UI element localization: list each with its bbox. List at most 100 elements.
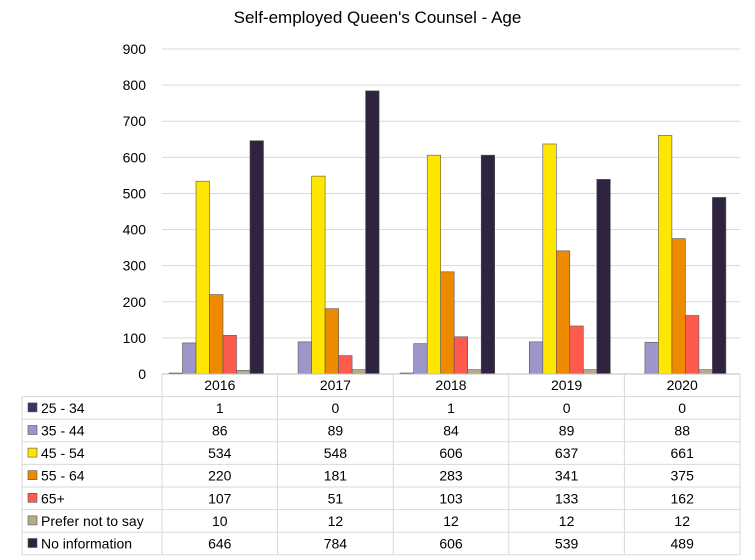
legend-label: 25 - 34 <box>41 400 85 416</box>
bar <box>413 343 428 375</box>
bars <box>168 90 727 375</box>
table-cell-value: 181 <box>324 468 348 484</box>
table-cell-value: 133 <box>555 490 579 506</box>
bar <box>324 308 339 375</box>
bar <box>426 154 442 375</box>
bar <box>596 179 611 375</box>
table-cell-value: 10 <box>212 513 228 529</box>
table-cell-value: 661 <box>671 445 695 461</box>
bar <box>467 369 482 375</box>
y-tick-label: 0 <box>138 366 146 382</box>
table-cell-value: 534 <box>208 445 232 461</box>
bar <box>195 180 210 375</box>
legend-key <box>27 515 38 526</box>
legend-key <box>27 447 38 458</box>
y-tick-label: 500 <box>123 185 147 201</box>
table-cell-value: 606 <box>439 445 463 461</box>
x-category-label: 2016 <box>204 377 235 393</box>
bar <box>182 342 197 375</box>
table-cell-value: 1 <box>216 400 224 416</box>
y-tick-label: 200 <box>123 294 147 310</box>
bar <box>209 294 224 375</box>
table-cell-value: 88 <box>674 423 690 439</box>
table-cell-value: 283 <box>439 468 463 484</box>
y-tick-label: 900 <box>123 41 147 57</box>
legend-key <box>27 492 38 503</box>
bar <box>712 197 727 375</box>
bar <box>236 370 251 375</box>
legend-label: 45 - 54 <box>41 445 85 461</box>
table-cell-value: 12 <box>674 513 690 529</box>
table-cell-value: 548 <box>324 445 348 461</box>
legend-key <box>27 402 38 413</box>
x-category-label: 2020 <box>667 377 698 393</box>
bar <box>480 154 496 375</box>
bar <box>582 369 598 375</box>
bar <box>249 140 264 375</box>
bar <box>658 135 673 375</box>
table-cell-value: 375 <box>671 468 695 484</box>
table-cell-value: 89 <box>559 423 575 439</box>
table-cell-value: 539 <box>555 536 579 552</box>
bar <box>671 238 686 375</box>
table-cell-value: 51 <box>328 490 344 506</box>
table-cell-value: 86 <box>212 423 228 439</box>
bar <box>453 336 469 375</box>
bar <box>297 341 312 375</box>
table-cell-value: 103 <box>439 490 463 506</box>
table-cell-value: 12 <box>559 513 575 529</box>
bar <box>569 325 584 375</box>
y-tick-label: 700 <box>123 113 147 129</box>
table-cell-value: 107 <box>208 490 232 506</box>
table-cell-value: 0 <box>563 400 571 416</box>
y-tick-label: 400 <box>123 222 147 238</box>
chart-title: Self-employed Queen's Counsel - Age <box>233 8 522 27</box>
y-tick-label: 800 <box>123 77 147 93</box>
bar <box>338 355 353 375</box>
table-cell-value: 637 <box>555 445 579 461</box>
table-cell-value: 0 <box>678 400 686 416</box>
legend-label: Prefer not to say <box>41 513 144 529</box>
x-category-label: 2017 <box>320 377 351 393</box>
bar <box>528 341 544 375</box>
bar <box>222 335 237 375</box>
table-cell-value: 12 <box>328 513 344 529</box>
table-cell-value: 0 <box>332 400 340 416</box>
legend-label: No information <box>41 536 132 552</box>
legend-label: 35 - 44 <box>41 423 85 439</box>
x-category-label: 2018 <box>435 377 466 393</box>
bar <box>365 90 380 375</box>
y-tick-label: 300 <box>123 258 147 274</box>
y-tick-label: 100 <box>123 330 147 346</box>
y-axis: 0 100 200 300 400 500 600 700 800 900 <box>123 41 147 382</box>
table-cell-value: 646 <box>208 536 232 552</box>
y-tick-label: 600 <box>123 149 147 165</box>
table-cell-value: 12 <box>443 513 459 529</box>
table-cell-value: 606 <box>439 536 463 552</box>
legend-label: 65+ <box>41 490 65 506</box>
bar <box>440 271 455 375</box>
bar <box>555 250 571 375</box>
bar <box>542 143 557 375</box>
x-axis: 2016 2017 2018 2019 2020 <box>204 377 698 393</box>
legend-key <box>27 538 38 548</box>
bar <box>685 315 700 375</box>
bar <box>351 369 366 375</box>
legend-key <box>27 425 38 435</box>
x-category-label: 2019 <box>551 377 582 393</box>
table-cell-value: 1 <box>447 400 455 416</box>
bar <box>644 341 659 375</box>
table-cell-value: 489 <box>671 536 695 552</box>
table-cell-value: 341 <box>555 468 579 484</box>
bar <box>311 175 326 375</box>
table-cell-value: 84 <box>443 423 459 439</box>
table-cell-value: 162 <box>671 490 695 506</box>
legend-key <box>27 470 38 481</box>
table-cell-value: 89 <box>328 423 344 439</box>
table-cell-value: 220 <box>208 468 232 484</box>
bar <box>698 369 713 375</box>
table-cell-value: 784 <box>324 536 348 552</box>
legend-label: 55 - 64 <box>41 468 85 484</box>
